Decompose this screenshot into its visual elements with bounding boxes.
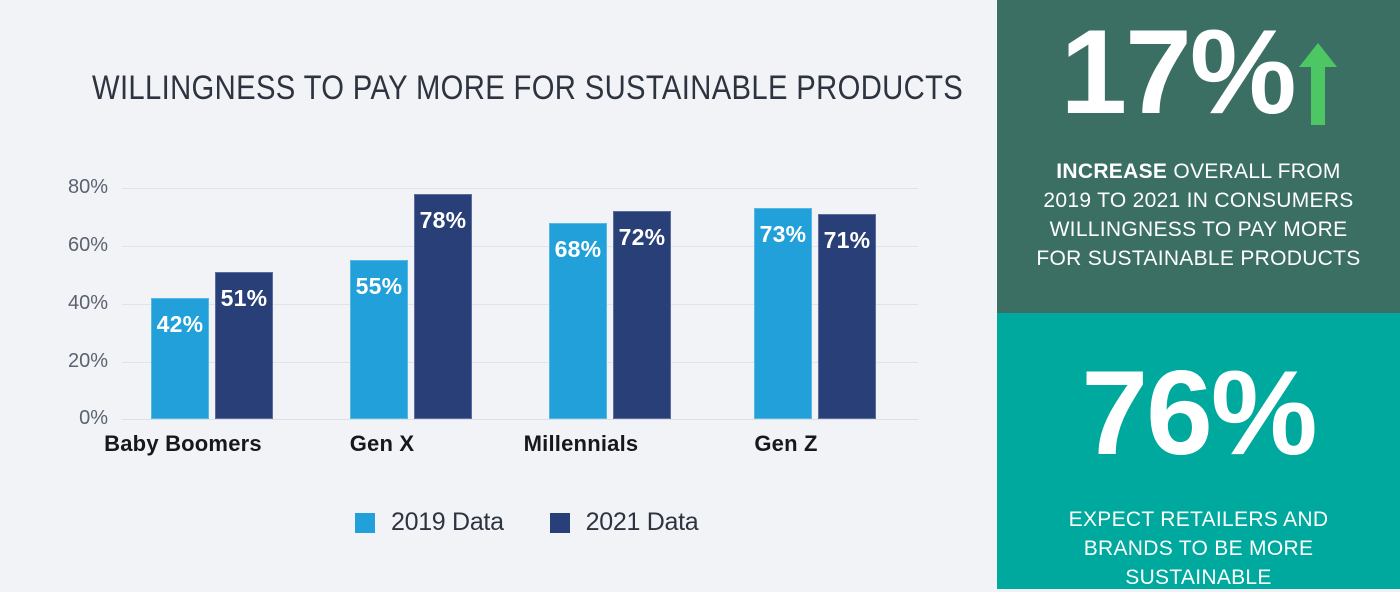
stat-caption-increase: INCREASE OVERALL FROM 2019 TO 2021 IN CO… (997, 157, 1400, 273)
stat-panel-increase: 17% INCREASE OVERALL FROM 2019 TO 2021 I… (997, 0, 1400, 313)
bar-gen-z-2019[interactable]: 73% (754, 208, 812, 419)
gridline-20 (122, 362, 918, 363)
stat-caption-expect: EXPECT RETAILERS AND BRANDS TO BE MORE S… (997, 505, 1400, 592)
chart-panel: WILLINGNESS TO PAY MORE FOR SUSTAINABLE … (67, 69, 964, 537)
caption-line-3: WILLINGNESS TO PAY MORE (1049, 218, 1348, 241)
bar-gen-x-2019[interactable]: 55% (350, 260, 408, 419)
caption-line-2: 2019 TO 2021 IN CONSUMERS (1043, 189, 1354, 212)
bar-value-label: 68% (554, 235, 602, 262)
gridline-0 (122, 419, 918, 420)
legend-swatch-icon (549, 512, 570, 533)
legend-swatch-icon (355, 512, 375, 533)
y-axis-tick-80: 80% (67, 176, 108, 198)
bar-value-label: 55% (355, 273, 403, 300)
caption-line-1: INCREASE OVERALL FROM (1025, 157, 1372, 186)
category-label-baby-boomers: Baby Boomers (104, 431, 262, 456)
legend-item-2021[interactable]: 2021 Data (549, 508, 699, 537)
bar-gen-x-2021[interactable]: 78% (414, 193, 472, 419)
bar-value-label: 42% (156, 310, 204, 337)
stat-number-expect: 76% (1081, 346, 1317, 480)
caption-line-3: SUSTAINABLE (1125, 566, 1272, 589)
legend-label-2019: 2019 Data (391, 508, 504, 536)
bar-value-label: 78% (419, 206, 467, 233)
y-axis-tick-20: 20% (67, 350, 108, 372)
legend-item-2019[interactable]: 2019 Data (355, 508, 504, 537)
plot-area: 80% 60% 40% 20% 0% (67, 176, 918, 429)
arrow-up-icon (1298, 43, 1337, 130)
bar-millennials-2019[interactable]: 68% (549, 222, 607, 419)
stat-number-row: 17% (997, 0, 1400, 132)
category-label-gen-x: Gen X (349, 431, 415, 456)
caption-line-1: EXPECT RETAILERS AND (1068, 508, 1329, 531)
bar-value-label: 51% (220, 284, 268, 311)
y-axis-tick-40: 40% (67, 292, 108, 314)
caption-line-1-rest: OVERALL FROM (1173, 160, 1341, 183)
bar-millennials-2021[interactable]: 72% (613, 211, 671, 419)
gridline-60 (122, 246, 918, 247)
bar-value-label: 71% (823, 227, 871, 253)
bar-baby-boomers-2019[interactable]: 42% (151, 297, 209, 419)
category-label-gen-z: Gen Z (754, 431, 818, 456)
bar-gen-z-2021[interactable]: 71% (818, 214, 876, 419)
caption-bold-word: INCREASE (1056, 160, 1168, 183)
category-label-millennials: Millennials (523, 431, 639, 456)
caption-line-2: BRANDS TO BE MORE (1083, 537, 1314, 560)
bar-value-label: 73% (759, 221, 807, 248)
y-axis-tick-60: 60% (67, 234, 108, 256)
stat-number-increase: 17% (1060, 5, 1296, 139)
legend-label-2021: 2021 Data (585, 508, 699, 536)
bars-layer: 42% 51% Baby Boomers 55% 78% Gen X 68% 7… (104, 193, 876, 456)
chart-title: WILLINGNESS TO PAY MORE FOR SUSTAINABLE … (92, 69, 964, 107)
bar-baby-boomers-2021[interactable]: 51% (215, 271, 273, 419)
caption-line-4: FOR SUSTAINABLE PRODUCTS (1036, 247, 1361, 270)
gridline-40 (122, 304, 918, 305)
stat-number-row: 76% (997, 313, 1400, 473)
y-axis-tick-0: 0% (79, 407, 108, 429)
bar-value-label: 72% (618, 224, 666, 251)
gridline-80 (122, 188, 918, 189)
stat-panel-expect: 76% EXPECT RETAILERS AND BRANDS TO BE MO… (997, 313, 1400, 589)
chart-legend: 2019 Data 2021 Data (355, 508, 699, 537)
